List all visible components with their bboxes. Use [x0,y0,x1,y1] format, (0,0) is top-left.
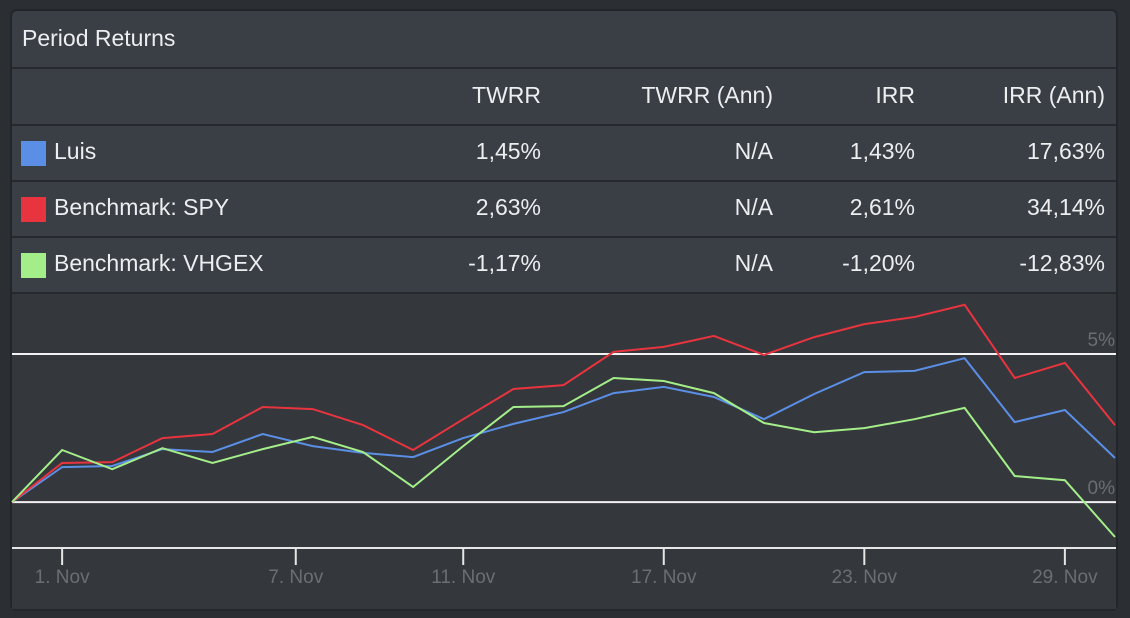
x-tick-label: 29. Nov [1032,567,1098,588]
x-tick-label: 1. Nov [35,567,90,588]
column-header: TWRR (Ann) [641,82,773,108]
cell-value: 2,63% [476,194,541,220]
cell-value: 17,63% [1027,138,1105,164]
cell-value: N/A [735,250,774,276]
row-label: Luis [54,138,96,164]
legend-swatch [21,253,46,278]
y-tick-label: 0% [1088,478,1116,499]
x-tick-label: 23. Nov [832,567,898,588]
cell-value: -12,83% [1019,250,1105,276]
y-tick-label: 5% [1088,330,1116,351]
row-label: Benchmark: SPY [54,194,229,220]
legend-swatch [21,141,46,166]
x-tick-label: 7. Nov [268,567,323,588]
panel-title: Period Returns [22,25,175,51]
cell-value: N/A [735,138,774,164]
row-borders [12,67,1116,294]
cell-value: -1,20% [842,250,915,276]
chart-area [12,293,1116,609]
cell-value: -1,17% [468,250,541,276]
row-label: Benchmark: VHGEX [54,250,264,276]
column-header: TWRR [472,82,541,108]
cell-value: 1,45% [476,138,541,164]
legend-swatch [21,197,46,222]
series-line [11,376,1116,538]
cell-value: 1,43% [850,138,915,164]
series-line [11,357,1116,503]
x-tick-label: 17. Nov [631,567,697,588]
series-line [11,303,1116,503]
column-header: IRR [875,82,915,108]
cell-value: 2,61% [850,194,915,220]
cell-value: N/A [735,194,774,220]
column-header: IRR (Ann) [1003,82,1105,108]
cell-value: 34,14% [1027,194,1105,220]
x-tick-label: 11. Nov [431,567,496,588]
